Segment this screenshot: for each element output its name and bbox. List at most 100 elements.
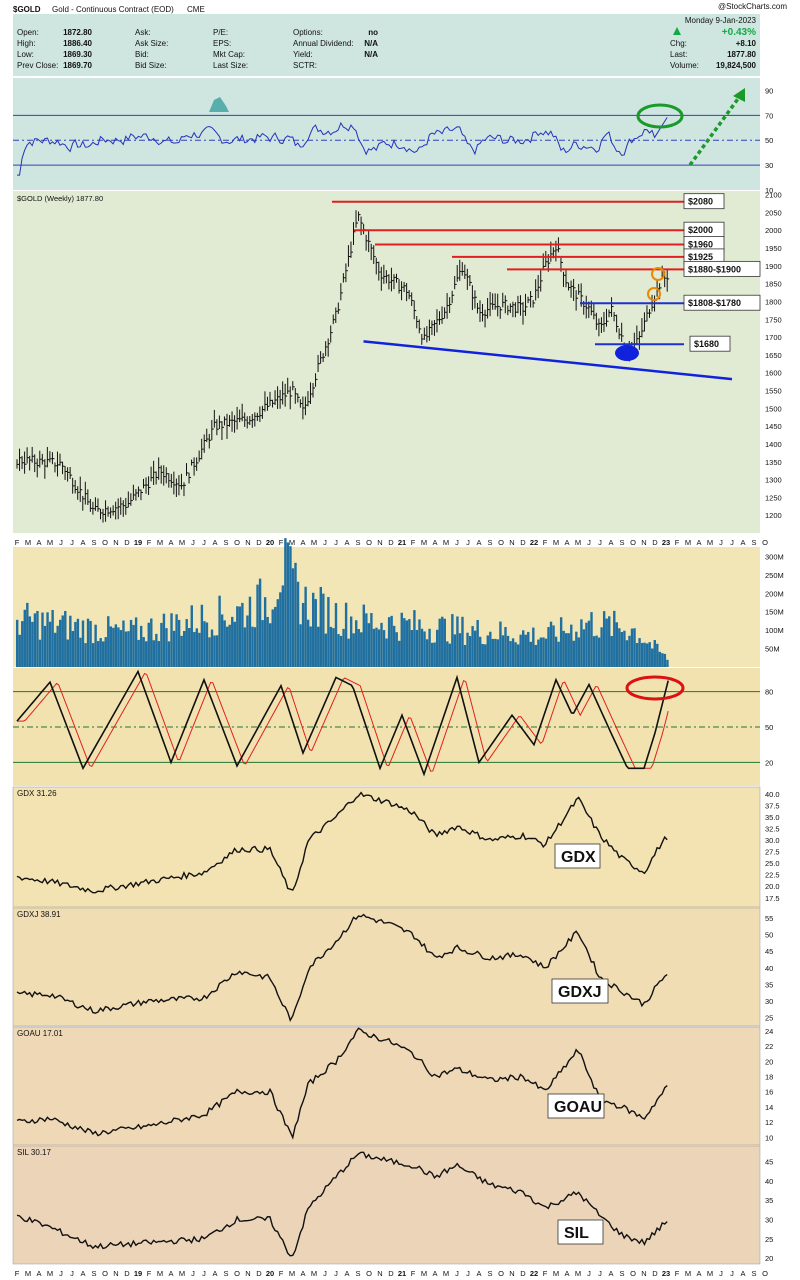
volume-bar	[145, 641, 148, 667]
volume-bar	[643, 642, 646, 667]
volume-bar	[117, 627, 120, 667]
month-label: J	[466, 538, 470, 547]
panel-tick-label: 20	[765, 1057, 773, 1066]
month-label: O	[234, 1269, 240, 1278]
volume-bar	[152, 640, 156, 667]
month-label: F	[147, 538, 152, 547]
month-label: A	[168, 1269, 173, 1278]
rsi-tick-label: 10	[765, 186, 773, 195]
volume-bar	[155, 633, 158, 667]
volume-bar	[519, 634, 522, 667]
volume-bar	[597, 637, 601, 667]
volume-bar	[162, 613, 166, 667]
volume-bar	[400, 612, 403, 667]
level-label: $1808-$1780	[688, 298, 741, 308]
volume-bar	[276, 599, 279, 667]
panel-tick-label: 25	[765, 1235, 773, 1244]
volume-bar	[114, 624, 118, 667]
rsi-tick-label: 30	[765, 161, 773, 170]
month-label: J	[598, 1269, 602, 1278]
gdx-panel: 40.0 37.5 35.0 32.5 30.0 27.5 25.0 22.5 20.0 17.5…	[12, 786, 780, 908]
volume-bar	[549, 621, 553, 667]
volume-bar	[91, 643, 95, 667]
panel-line	[16, 1027, 668, 1140]
volume-bar	[514, 642, 517, 667]
volume-tick-label: 150M	[765, 608, 784, 617]
panel-tick-label: 50	[765, 931, 773, 940]
volume-bar	[271, 609, 274, 667]
month-label: M	[575, 538, 581, 547]
month-label: A	[80, 538, 85, 547]
month-label: D	[520, 1269, 526, 1278]
volume-bar	[233, 621, 236, 667]
volume-bar	[344, 602, 348, 667]
volume-bar	[329, 626, 333, 667]
panel-title: GOAU 17.01	[17, 1029, 63, 1038]
volume-bar	[435, 629, 439, 667]
volume-bar	[129, 619, 133, 667]
volume-bar	[367, 623, 371, 667]
volume-bar	[415, 629, 419, 667]
volume-bar	[582, 629, 586, 667]
volume-bar	[587, 620, 591, 667]
month-label: A	[564, 538, 569, 547]
panel-title: GDX 31.26	[17, 789, 57, 798]
symbol[interactable]: $GOLD	[13, 5, 41, 14]
volume-bar	[220, 614, 224, 667]
stochastic-indicator: 80 50 20	[13, 669, 773, 777]
month-label: M	[685, 1269, 691, 1278]
volume-bar	[102, 641, 105, 667]
rsi-line	[17, 117, 668, 176]
volume-bar	[451, 614, 454, 667]
volume-bar	[41, 612, 44, 667]
month-label: M	[25, 538, 31, 547]
volume-bar	[635, 642, 639, 667]
volume-tick-label: 200M	[765, 589, 784, 598]
volume-bar	[496, 639, 500, 667]
month-label: M	[575, 1269, 581, 1278]
month-label: A	[608, 1269, 613, 1278]
volume-bar	[28, 616, 32, 667]
month-label: J	[455, 1269, 459, 1278]
volume-bar	[76, 618, 80, 667]
volume-bar	[559, 617, 563, 667]
price-tick-label: 1900	[765, 262, 782, 271]
month-label: O	[630, 1269, 636, 1278]
volume-bar	[511, 638, 515, 667]
volume-bar	[38, 639, 42, 667]
volume-bar	[572, 640, 575, 667]
volume-bar	[314, 599, 317, 667]
month-label: 23	[662, 1269, 670, 1278]
month-label: A	[476, 538, 481, 547]
quote-value: 19,824,500	[716, 61, 757, 70]
callout-box	[554, 843, 601, 869]
volume-bar	[355, 620, 358, 667]
volume-bar	[403, 618, 406, 667]
month-label: J	[587, 538, 591, 547]
panel-tick-label: 30.0	[765, 836, 780, 845]
month-label: J	[70, 538, 74, 547]
volume-bar	[59, 619, 62, 667]
volume-bar	[661, 653, 664, 667]
volume-bar	[438, 618, 441, 667]
volume-bar	[585, 622, 588, 667]
panel-tick-label: 24	[765, 1027, 773, 1036]
month-label: O	[366, 538, 372, 547]
volume-bar	[142, 637, 145, 667]
volume-bar	[284, 538, 287, 667]
exchange: CME	[187, 5, 205, 14]
level-label-box	[683, 260, 761, 277]
quote-label: High:	[17, 39, 36, 48]
panel-tick-label: 16	[765, 1088, 773, 1097]
volume-bar	[46, 612, 49, 667]
volume-bar	[48, 621, 52, 667]
month-label: J	[587, 1269, 591, 1278]
volume-bar	[53, 632, 57, 667]
volume-bar	[501, 635, 505, 667]
month-label: S	[751, 538, 756, 547]
volume-bar	[610, 635, 613, 667]
volume-bar	[43, 625, 47, 667]
volume-bar	[304, 586, 307, 667]
month-label: J	[70, 1269, 74, 1278]
stoch-tick-label: 80	[765, 688, 773, 697]
